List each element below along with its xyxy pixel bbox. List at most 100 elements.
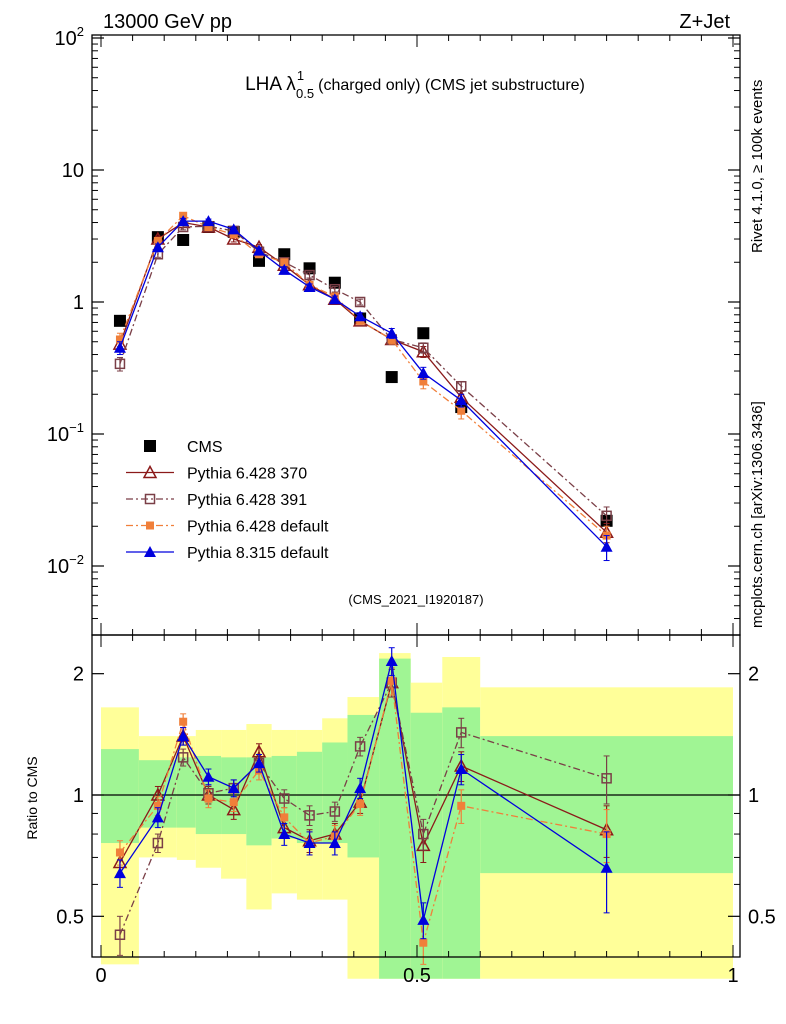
legend-marker-0 — [144, 440, 156, 452]
main-point-3 — [204, 222, 213, 231]
ratio-point-2 — [457, 801, 466, 810]
ratio-point-2 — [356, 799, 365, 808]
header-left: 13000 GeV pp — [103, 11, 232, 33]
legend-label-1: Pythia 6.428 370 — [187, 466, 307, 483]
main-ytick-label: 1 — [73, 292, 84, 314]
ratio-point-1 — [279, 793, 290, 804]
title-sub: 0.5 — [296, 86, 314, 101]
ratio-line-3 — [119, 660, 607, 921]
main-line-4 — [119, 220, 608, 548]
main-ytick-exp: 2 — [77, 24, 84, 39]
ratio-point-3 — [151, 811, 164, 823]
ratio-frame — [91, 634, 741, 958]
main-line-3 — [119, 215, 608, 537]
main-point-0 — [417, 327, 430, 340]
ratio-point-2 — [280, 813, 289, 822]
ratio-ytick-label: 1 — [73, 785, 84, 807]
header-right: Z+Jet — [679, 11, 730, 33]
ratio-point-3 — [385, 655, 398, 667]
ratio-point-2 — [179, 717, 188, 726]
main-point-4 — [600, 540, 613, 552]
legend-label-3: Pythia 6.428 default — [187, 519, 329, 536]
main-ytick-exp: −1 — [69, 420, 84, 435]
ratio-point-3 — [354, 782, 367, 794]
ratio-xtick-label: 0.5 — [403, 965, 431, 987]
ratio-band-inner — [176, 757, 196, 828]
title-sup: 1 — [297, 68, 304, 83]
ratio-point-3 — [227, 782, 240, 794]
main-point-2 — [304, 269, 315, 281]
side-label-top: Rivet 4.1.0, ≥ 100k events — [749, 80, 766, 253]
ratio-line-0 — [119, 682, 607, 863]
main-ytick-base: 10 — [55, 28, 77, 50]
ratio-point-1 — [601, 773, 612, 784]
ratio-point-1 — [304, 810, 315, 821]
ratio-point-1 — [177, 752, 189, 763]
ratio-point-3 — [177, 730, 190, 742]
main-point-3 — [229, 230, 238, 239]
legend-marker-3 — [146, 521, 154, 530]
main-point-3 — [387, 335, 396, 344]
ratio-ytick-label: 2 — [73, 664, 84, 686]
ratio-band-inner — [296, 751, 323, 844]
ratio-point-2 — [419, 938, 428, 947]
ratio-line-2 — [119, 680, 607, 943]
main-point-2 — [455, 381, 467, 392]
main-ytick-exp: −2 — [69, 552, 84, 567]
ratio-point-3 — [417, 913, 430, 925]
main-ytick-base: 10 — [47, 556, 69, 578]
main-point-3 — [457, 406, 466, 415]
ratio-point-0 — [226, 802, 241, 816]
ratio-point-3 — [303, 837, 316, 849]
title-main: LHA λ — [245, 74, 296, 95]
ratio-point-3 — [278, 828, 291, 840]
main-point-4 — [202, 215, 215, 227]
main-point-4 — [227, 223, 240, 235]
main-ytick-label: 10−1 — [47, 420, 84, 446]
main-point-4 — [328, 293, 341, 305]
ratio-point-3 — [253, 757, 265, 769]
main-point-4 — [151, 241, 164, 253]
ratio-point-1 — [418, 828, 429, 840]
main-point-0 — [177, 233, 190, 246]
ratio-band-inner — [101, 749, 139, 844]
main-title: LHA λ1 0.5 (charged only) (CMS jet substru… — [245, 68, 585, 101]
legend-marker-2 — [144, 493, 156, 505]
main-point-0 — [113, 314, 126, 327]
ratio-ylabel: Ratio to CMS — [24, 756, 40, 839]
legend-marker-4 — [144, 546, 156, 557]
analysis-label: (CMS_2021_I1920187) — [348, 592, 483, 607]
ratio-point-2 — [115, 848, 124, 857]
main-ytick-label: 102 — [55, 24, 84, 50]
main-line-1 — [119, 221, 608, 533]
main-point-2 — [114, 358, 126, 370]
ratio-point-1 — [455, 727, 467, 738]
ratio-point-3 — [455, 763, 468, 775]
ratio-ytick-label-right: 2 — [748, 664, 759, 686]
main-point-0 — [328, 276, 341, 289]
ratio-point-2 — [387, 676, 396, 685]
main-point-3 — [280, 258, 289, 267]
main-point-3 — [419, 377, 428, 386]
legend-label-0: CMS — [187, 439, 223, 456]
main-point-4 — [455, 394, 468, 406]
ratio-point-3 — [600, 861, 613, 873]
legend-marker-1 — [142, 464, 158, 479]
ratio-point-1 — [354, 741, 366, 752]
main-point-4 — [253, 244, 265, 256]
main-point-2 — [601, 510, 612, 522]
main-ytick-label: 10−2 — [47, 552, 84, 578]
ratio-point-1 — [329, 806, 341, 817]
main-point-4 — [303, 280, 316, 292]
main-point-3 — [115, 335, 124, 344]
ratio-point-3 — [202, 770, 215, 782]
main-point-0 — [385, 371, 398, 384]
main-point-4 — [354, 310, 367, 322]
ratio-xtick-label: 1 — [727, 965, 738, 987]
ratio-ytick-label-right: 0.5 — [748, 906, 776, 928]
main-point-4 — [278, 263, 291, 275]
main-point-3 — [153, 236, 162, 245]
ratio-point-2 — [229, 798, 238, 807]
ratio-line-1 — [119, 680, 607, 936]
